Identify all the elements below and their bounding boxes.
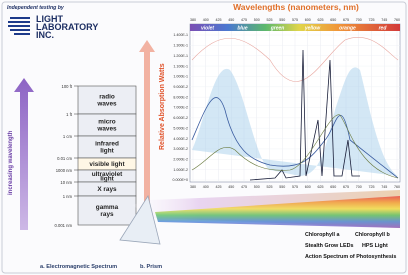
x-tick-bottom: 400 <box>203 185 209 189</box>
y-tick-label: 4.000E-2 <box>173 137 188 141</box>
x-tick-top: 475 <box>241 18 247 22</box>
y-tick-label: 9.000E-2 <box>173 85 188 89</box>
x-tick-bottom: 725 <box>369 185 375 189</box>
x-tick-top: 425 <box>216 18 222 22</box>
x-tick-top: 650 <box>330 18 336 22</box>
legend-entry: HPS Light <box>362 243 388 249</box>
x-tick-bottom: 600 <box>305 185 311 189</box>
x-tick-bottom: 625 <box>318 185 324 189</box>
arrow-label: increasing wavelength <box>8 130 14 195</box>
y-tick-label: 3.000E-2 <box>173 147 188 151</box>
y-tick-label: 5.000E-2 <box>173 126 188 130</box>
x-tick-top: 400 <box>203 18 209 22</box>
band-label: green <box>270 26 285 32</box>
em-label: waves <box>96 126 117 133</box>
x-tick-top: 525 <box>267 18 273 22</box>
band-label: red <box>379 26 388 32</box>
infographic: Independent testing by LIGHT LABORATORY … <box>0 0 408 275</box>
x-tick-top: 500 <box>254 18 260 22</box>
band-label: orange <box>339 26 356 32</box>
legend-entry: Action Spectrum of Photosynthesis <box>305 254 396 260</box>
em-label: micro <box>98 119 115 126</box>
em-label: rays <box>100 211 114 218</box>
y-tick-label: 8.000E-2 <box>173 95 188 99</box>
chart-title: Wavelengths (nanometers, nm) <box>233 2 359 12</box>
y-tick-label: 1.000E-2 <box>173 168 188 172</box>
x-tick-bottom: 745 <box>381 185 387 189</box>
x-tick-top: 550 <box>279 18 285 22</box>
scale-label: 1 cm <box>63 134 73 139</box>
scale-label: 0.001 nm <box>55 223 73 228</box>
x-tick-bottom: 525 <box>267 185 273 189</box>
y-tick-label: 0.000E+0 <box>173 178 189 182</box>
x-tick-bottom: 760 <box>394 185 400 189</box>
em-label: light <box>100 175 114 182</box>
em-label: waves <box>96 101 117 108</box>
scale-label: 1000 nm <box>56 168 73 173</box>
scale-label: 1 nm <box>63 194 73 199</box>
band-label: yellow <box>304 26 321 32</box>
y-tick-label: 7.000E-2 <box>173 106 188 110</box>
color-band <box>190 24 400 31</box>
caption: b. Prism <box>140 264 162 270</box>
x-tick-top: 600 <box>305 18 311 22</box>
scale-label: 10 nm <box>60 180 72 185</box>
x-tick-bottom: 700 <box>356 185 362 189</box>
x-tick-bottom: 575 <box>292 185 298 189</box>
legend-entry: Chlorophyll b <box>355 232 390 238</box>
em-label: visible light <box>89 161 125 168</box>
x-tick-top: 625 <box>318 18 324 22</box>
em-label: infrared <box>95 141 119 148</box>
absorption-label: Relative Absorption Watts <box>159 63 166 150</box>
band-label: blue <box>237 26 247 32</box>
em-label: X rays <box>97 186 117 193</box>
em-label: gamma <box>96 204 119 211</box>
x-tick-bottom: 550 <box>279 185 285 189</box>
logo-line: INC. <box>36 30 54 40</box>
scale-label: 1 ft <box>66 112 73 117</box>
scale-label: 100 ft <box>62 84 73 89</box>
x-tick-bottom: 500 <box>254 185 260 189</box>
x-tick-bottom: 475 <box>241 185 247 189</box>
x-tick-top: 700 <box>356 18 362 22</box>
em-label: light <box>100 148 114 155</box>
legend-entry: Chlorophyll a <box>305 232 340 238</box>
x-tick-bottom: 675 <box>343 185 349 189</box>
x-tick-top: 745 <box>381 18 387 22</box>
y-tick-label: 2.000E-2 <box>173 157 188 161</box>
band-label: violet <box>201 26 214 32</box>
y-tick-label: 1.300E-1 <box>173 44 188 48</box>
legend-entry: Stealth Grow LEDs <box>305 243 354 249</box>
x-tick-top: 725 <box>369 18 375 22</box>
x-tick-top: 380 <box>190 18 196 22</box>
x-tick-top: 575 <box>292 18 298 22</box>
x-tick-bottom: 450 <box>228 185 234 189</box>
x-tick-bottom: 425 <box>216 185 222 189</box>
em-label: radio <box>99 94 115 101</box>
x-tick-top: 760 <box>394 18 400 22</box>
y-tick-label: 1.100E-1 <box>173 64 188 68</box>
x-tick-bottom: 380 <box>190 185 196 189</box>
y-tick-label: 1.400E-1 <box>173 33 188 37</box>
y-tick-label: 1.000E-1 <box>173 75 188 79</box>
y-tick-label: 1.200E-1 <box>173 54 188 58</box>
scale-label: 0.01 cm <box>57 156 72 161</box>
x-tick-bottom: 650 <box>330 185 336 189</box>
x-tick-top: 450 <box>228 18 234 22</box>
x-tick-top: 675 <box>343 18 349 22</box>
logo-tagline: Independent testing by <box>7 5 65 11</box>
caption: a. Electromagnetic Spectrum <box>40 264 117 270</box>
y-tick-label: 6.000E-2 <box>173 116 188 120</box>
